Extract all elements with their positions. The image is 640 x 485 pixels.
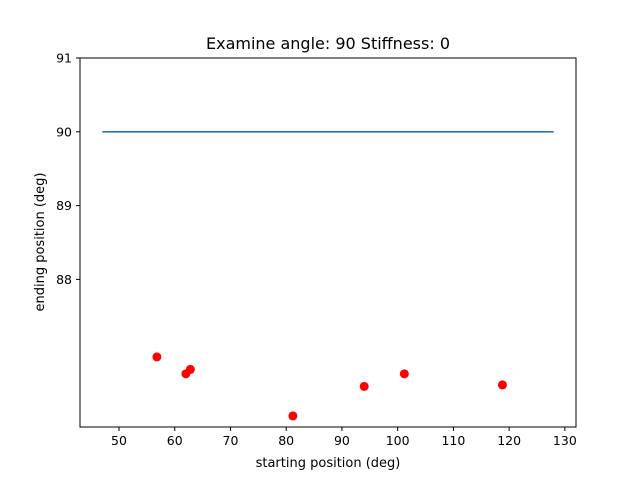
- y-axis: 88 89 90 91: [56, 51, 80, 287]
- scatter-point: [399, 369, 409, 379]
- x-tick-label: 60: [167, 433, 183, 448]
- x-tick-label: 120: [497, 433, 521, 448]
- plot-area: [102, 131, 554, 421]
- x-tick-label: 80: [278, 433, 294, 448]
- x-tick-label: 100: [386, 433, 410, 448]
- scatter-point: [185, 364, 195, 374]
- x-axis: 50 60 70 80 90 100 110 120 130: [111, 427, 577, 448]
- x-tick-label: 110: [441, 433, 465, 448]
- y-axis-label: ending position (deg): [33, 173, 48, 312]
- x-axis-label: starting position (deg): [256, 456, 401, 471]
- x-tick-label: 90: [334, 433, 350, 448]
- x-tick-label: 50: [111, 433, 127, 448]
- scatter-point: [359, 381, 369, 391]
- x-tick-label: 70: [223, 433, 239, 448]
- y-tick-label: 91: [56, 51, 72, 66]
- plot-frame: [79, 57, 577, 428]
- chart-title: Examine angle: 90 Stiffness: 0: [206, 34, 450, 53]
- y-tick-label: 88: [56, 272, 72, 287]
- scatter-point: [152, 352, 162, 362]
- y-tick-label: 89: [56, 198, 72, 213]
- scatter-point: [497, 380, 507, 390]
- x-tick-label: 130: [553, 433, 577, 448]
- scatter-point: [288, 411, 298, 421]
- y-tick-label: 90: [56, 124, 72, 139]
